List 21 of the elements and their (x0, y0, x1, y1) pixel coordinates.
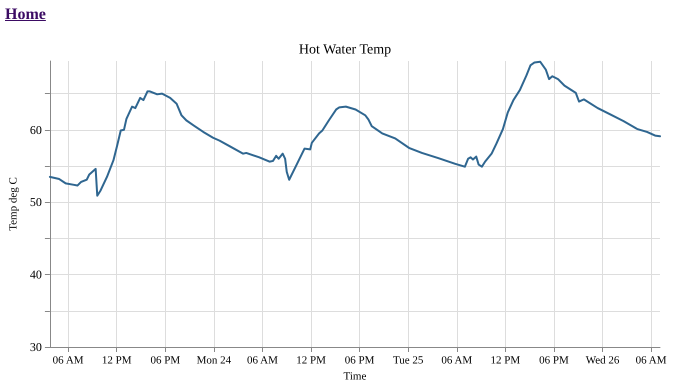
x-tick-label: 12 PM (296, 354, 326, 366)
x-tick-label: Wed 26 (586, 354, 620, 366)
x-tick-label: 06 AM (52, 354, 84, 366)
y-tick-label: 30 (30, 340, 42, 354)
x-tick-label: 12 PM (102, 354, 132, 366)
x-tick-label: Mon 24 (196, 354, 232, 366)
x-axis-title: Time (344, 370, 366, 382)
x-tick-label: 06 PM (150, 354, 180, 366)
x-tick-label: 06 AM (441, 354, 472, 366)
y-tick-label: 40 (30, 268, 42, 282)
chart-title: Hot Water Temp (298, 42, 392, 58)
x-tick-label: 06 AM (636, 354, 667, 366)
x-tick-label: 06 PM (344, 354, 375, 366)
x-tick-label: Tue 25 (392, 354, 424, 366)
y-tick-label: 60 (30, 122, 42, 137)
x-tick-label: 06 AM (247, 354, 278, 366)
text: Home (5, 6, 46, 24)
x-tick-label: 06 PM (539, 354, 569, 366)
y-axis-title: Temp deg C (8, 177, 20, 231)
x-tick-label: 12 PM (490, 354, 520, 366)
y-tick-label: 50 (30, 195, 42, 210)
